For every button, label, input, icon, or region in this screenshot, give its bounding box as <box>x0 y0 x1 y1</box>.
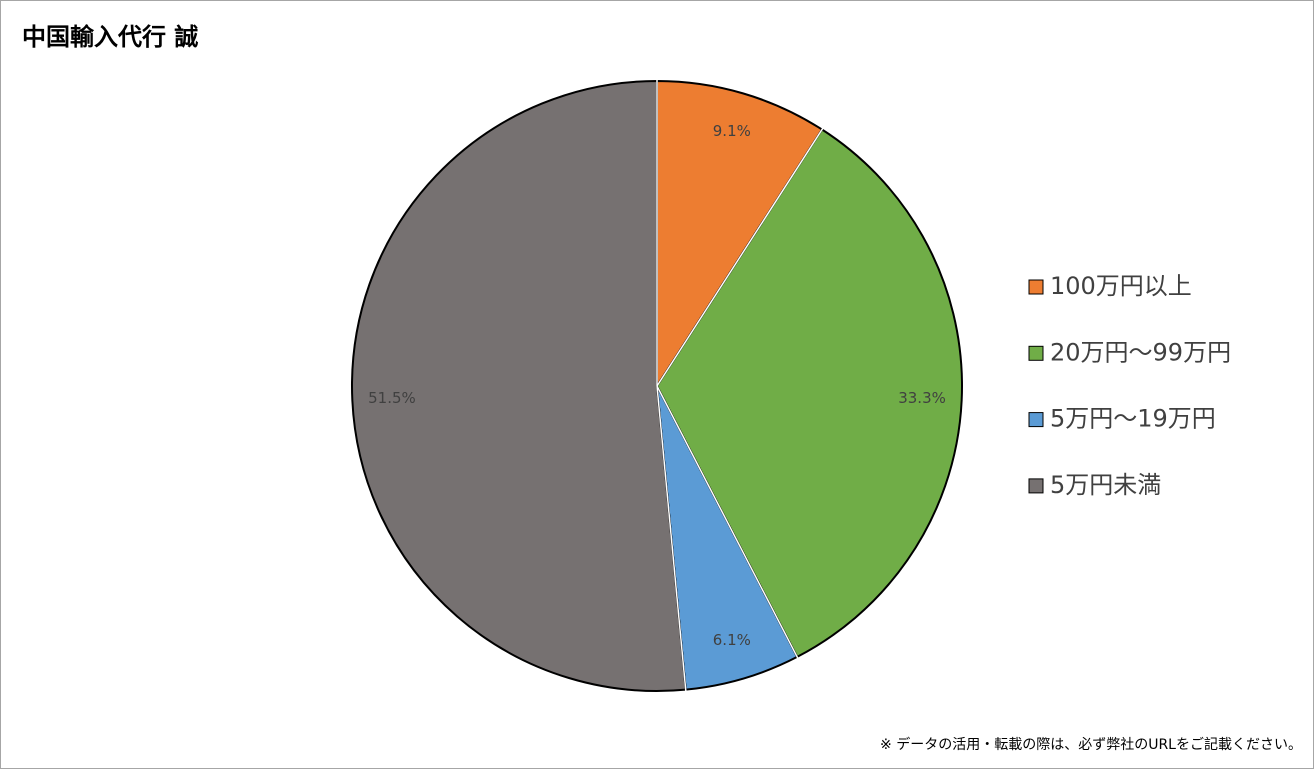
slice-separator <box>656 385 799 660</box>
data-label: 9.1% <box>713 122 751 140</box>
chart-title: 中国輸入代行 誠 <box>22 23 198 51</box>
pie-slice <box>656 128 964 658</box>
pie-slice <box>656 385 799 691</box>
data-label: 51.5% <box>368 389 416 407</box>
legend-swatch <box>1028 345 1044 361</box>
footnote: ※ データの活用・転載の際は、必ず弊社のURLをご記載ください。 <box>880 736 1302 753</box>
slice-separator <box>656 127 824 387</box>
legend-swatch <box>1028 412 1044 428</box>
legend-swatch <box>1028 279 1044 295</box>
legend-label: 5万円未満 <box>1050 471 1161 499</box>
legend-label: 100万円以上 <box>1050 272 1192 300</box>
data-label: 33.3% <box>898 389 946 407</box>
legend-label: 20万円～99万円 <box>1050 338 1231 366</box>
legend-swatch <box>1028 478 1044 494</box>
slice-separator <box>656 385 687 692</box>
pie-slice <box>656 80 824 387</box>
legend-label: 5万円～19万円 <box>1050 405 1216 433</box>
data-label: 6.1% <box>713 631 751 649</box>
pie-slice <box>350 80 687 692</box>
